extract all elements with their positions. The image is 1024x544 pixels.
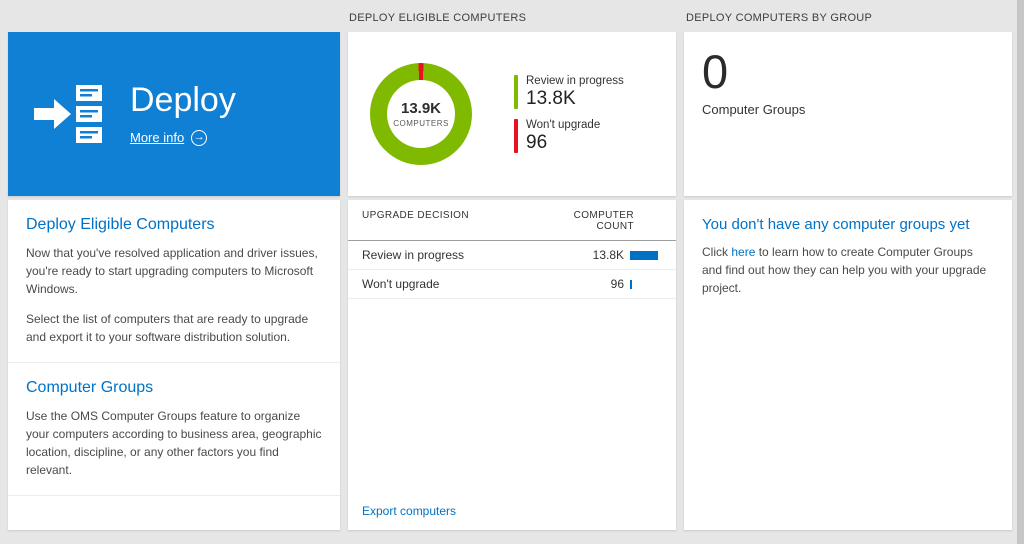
count-bar [630,250,658,260]
row-label: Won't upgrade [362,277,440,291]
vertical-scrollbar-thumb[interactable] [1017,0,1024,544]
legend-value: 13.8K [526,87,576,109]
empty-filler-section [8,496,340,530]
empty-text-before: Click [702,245,732,259]
deploy-icon [32,82,104,146]
vertical-scrollbar-track [1017,0,1024,544]
legend-item-review-in-progress: Review in progress 13.8K [514,74,624,110]
computer-groups-heading: Computer Groups [26,379,154,396]
computer-groups-section: Computer Groups Use the OMS Computer Gro… [8,363,340,496]
computer-groups-empty-card: You don't have any computer groups yet C… [684,200,1012,530]
donut-center: 13.9K COMPUTERS [387,80,455,148]
donut-center-value: 13.9K [400,100,442,117]
legend-label: Won't upgrade [526,118,601,131]
table-header-row: UPGRADE DECISION COMPUTER COUNT [348,200,676,241]
deploy-tile[interactable]: Deploy More info → [8,32,340,196]
legend-swatch-green [514,74,518,109]
deploy-description-card: Deploy Eligible Computers Now that you'v… [8,200,340,530]
deploy-eligible-heading: Deploy Eligible Computers [26,216,215,233]
deploy-tile-title: Deploy [130,81,236,120]
deploy-eligible-paragraph-2: Select the list of computers that are re… [26,312,309,344]
legend-swatch-red [514,118,518,153]
more-info-link[interactable]: More info [130,130,185,146]
legend-item-wont-upgrade: Won't upgrade 96 [514,118,624,154]
donut-chart[interactable]: 13.9K COMPUTERS [370,63,472,165]
row-label: Review in progress [362,248,465,262]
column-header-deploy-eligible-computers: DEPLOY ELIGIBLE COMPUTERS [349,12,527,24]
eligible-computers-donut-card: 13.9K COMPUTERS Review in progress 13.8K… [348,32,676,196]
deploy-tile-text: Deploy More info → [130,81,236,146]
row-bar-container [624,279,662,289]
column-header-computer-count: COMPUTER COUNT [573,210,634,232]
count-bar [630,279,632,289]
legend-label: Review in progress [526,74,624,87]
deploy-eligible-section: Deploy Eligible Computers Now that you'v… [8,200,340,363]
computer-groups-count-card: 0 Computer Groups [684,32,1012,196]
upgrade-decision-table-card: UPGRADE DECISION COMPUTER COUNT Review i… [348,200,676,530]
here-link[interactable]: here [731,245,756,259]
table-empty-space [348,299,676,504]
computer-groups-count: 0 [702,45,729,98]
computer-groups-count-label: Computer Groups [702,101,806,117]
export-computers-link[interactable]: Export computers [362,504,457,518]
row-bar-container [624,250,662,260]
deploy-eligible-paragraph-1: Now that you've resolved application and… [26,246,318,296]
more-info-arrow-icon: → [191,129,208,146]
donut-legend: Review in progress 13.8K Won't upgrade 9… [514,74,624,154]
column-header-deploy-computers-by-group: DEPLOY COMPUTERS BY GROUP [686,12,873,24]
empty-state-text: Click here to learn how to create Comput… [702,243,994,297]
computer-groups-paragraph: Use the OMS Computer Groups feature to o… [26,409,322,477]
more-info-row: More info → [130,129,236,146]
legend-value: 96 [526,131,548,153]
donut-center-label: COMPUTERS [393,119,449,128]
row-value: 96 [610,277,624,291]
empty-state-heading: You don't have any computer groups yet [702,216,970,233]
table-row[interactable]: Won't upgrade 96 [348,270,676,299]
empty-text-after: to learn how to create Computer Groups a… [702,245,987,295]
column-header-upgrade-decision: UPGRADE DECISION [362,210,469,221]
row-value: 13.8K [592,248,624,262]
table-row[interactable]: Review in progress 13.8K [348,241,676,270]
